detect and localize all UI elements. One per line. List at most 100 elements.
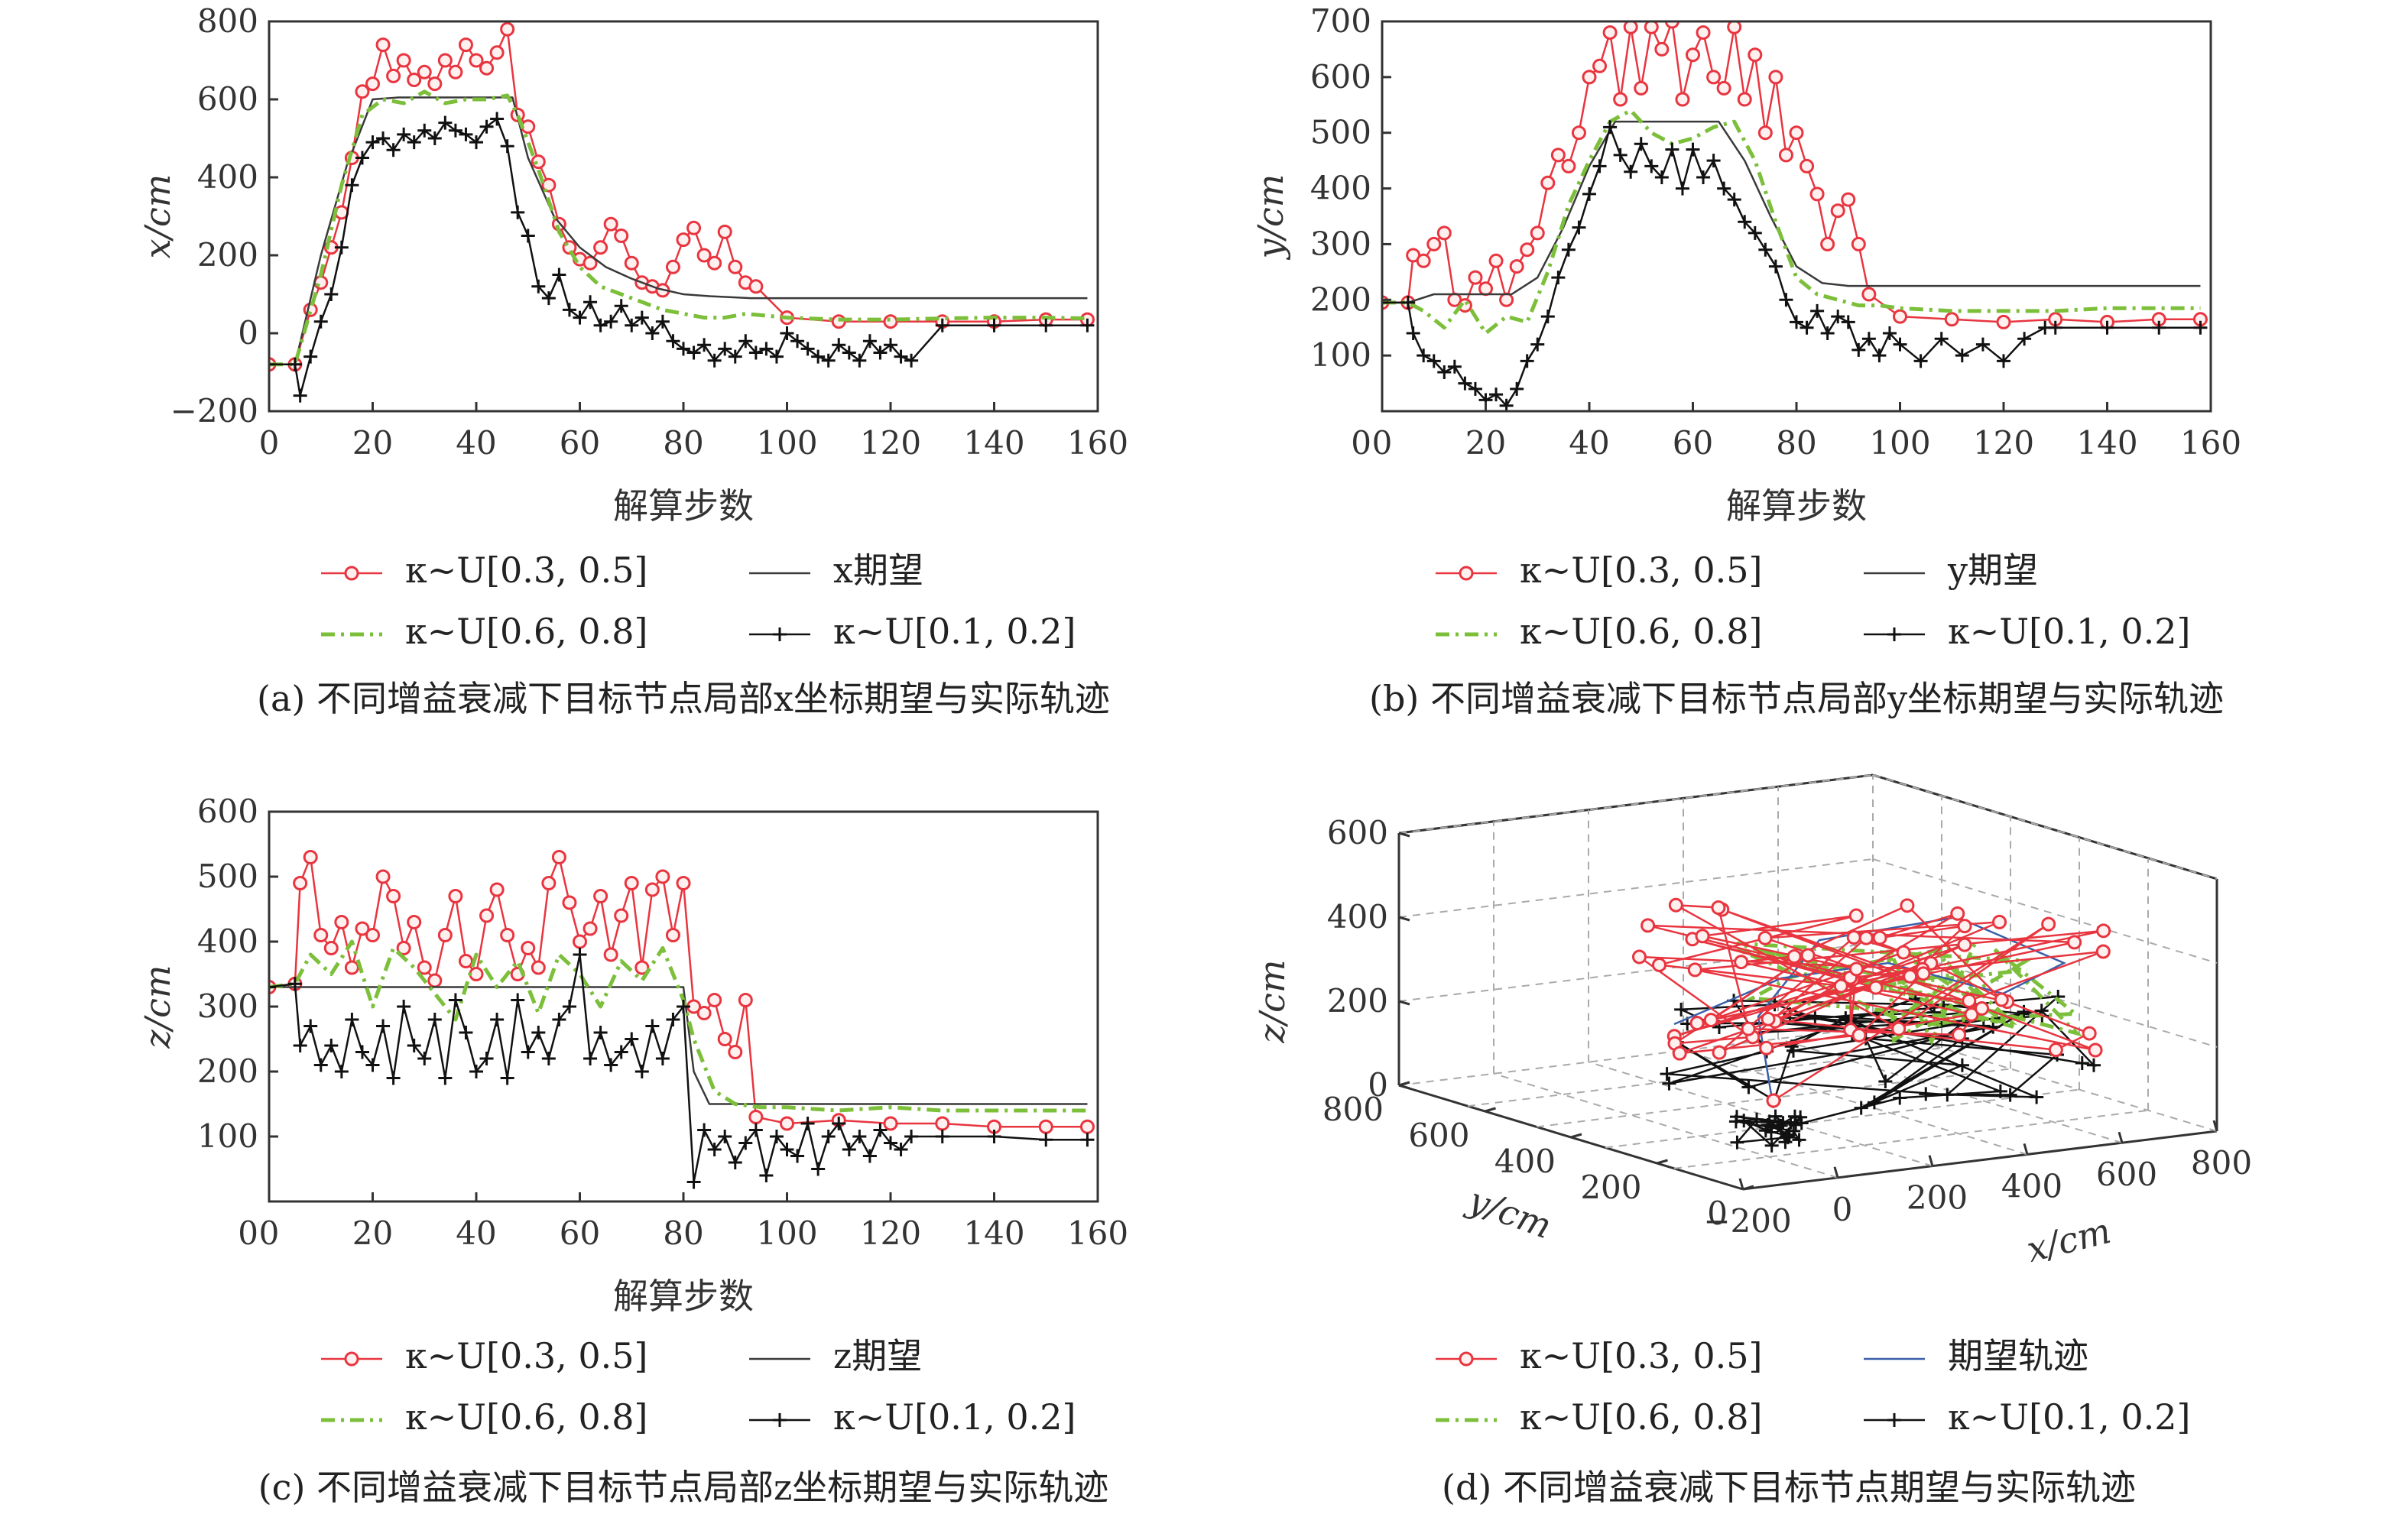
data-point (832, 1117, 846, 1130)
data-point (800, 1117, 815, 1130)
data-point (1940, 1088, 1955, 1102)
data-point (821, 1130, 836, 1143)
data-point (2100, 320, 2114, 335)
data-point (1582, 70, 1597, 85)
data-point (1727, 193, 1741, 207)
z-tick (1398, 1000, 1410, 1006)
data-point (469, 53, 484, 68)
data-point (417, 1052, 432, 1065)
data-point (1602, 25, 1618, 41)
data-point (987, 318, 1001, 332)
legend-marker (1459, 566, 1474, 581)
data-point (1079, 1119, 1095, 1134)
data-point (1950, 906, 1965, 921)
y-tick-label: 700 (1310, 2, 1371, 40)
data-point (1623, 21, 1638, 34)
data-point (345, 178, 359, 193)
data-point (2096, 923, 2111, 939)
data-point (1750, 1112, 1764, 1127)
series-3 (269, 948, 1095, 1189)
data-point (1851, 1027, 1867, 1042)
data-point (1644, 21, 1659, 34)
data-point (1831, 310, 1845, 324)
box-edge-back (1398, 1026, 1874, 1086)
data-point (541, 1052, 556, 1065)
legend-label: κ~U[0.6, 0.8] (405, 611, 648, 652)
data-point (1997, 354, 2010, 368)
grid-line (1872, 774, 2218, 880)
data-point (489, 45, 505, 60)
y-tick (1742, 1185, 1754, 1191)
data-point (2017, 1004, 2031, 1019)
data-point (1530, 225, 1545, 241)
data-point (1730, 1135, 1744, 1149)
data-point (1509, 259, 1524, 274)
data-point (1572, 220, 1586, 235)
data-point (448, 993, 462, 1007)
data-point (987, 1130, 1001, 1143)
data-point (1919, 1087, 1933, 1101)
x-tick-label: 80 (663, 424, 703, 462)
data-point (904, 353, 919, 368)
data-point (676, 232, 691, 248)
grid-line (1777, 1038, 2123, 1144)
data-point (427, 76, 443, 92)
y-tick-label: 500 (197, 858, 258, 895)
data-point (2087, 1058, 2101, 1072)
data-point (448, 123, 462, 138)
data-point (490, 112, 505, 126)
x-tick-label: 140 (2076, 424, 2137, 462)
data-point (1478, 281, 1493, 297)
x-tick (1833, 1166, 1839, 1179)
legend: κ~U[0.3, 0.5] x期望 κ~U[0.6, 0.8] κ~U[0.1, 0.… (321, 550, 1076, 652)
data-point (313, 1058, 328, 1072)
data-point (728, 259, 743, 274)
y-tick (1657, 1159, 1668, 1165)
data-point (677, 1000, 690, 1013)
data-point (1851, 342, 1866, 357)
data-point (800, 342, 815, 356)
data-point (696, 1006, 712, 1020)
data-point (1841, 315, 1855, 329)
data-point (1759, 1040, 1774, 1055)
data-point (1634, 137, 1648, 151)
data-point (655, 314, 670, 329)
data-point (1382, 295, 1389, 310)
data-point (2067, 935, 2082, 950)
y-axis-label: y/cm (1462, 1179, 1557, 1247)
z-tick-label: 600 (1327, 814, 1388, 851)
x-axis-label: 解算步数 (613, 485, 754, 527)
x-tick-label: 800 (2191, 1144, 2252, 1182)
data-point (634, 1065, 649, 1078)
data-point (1830, 203, 1845, 219)
data-point (365, 135, 380, 150)
data-point (1893, 309, 1907, 324)
x-tick-label: 0 (259, 424, 280, 462)
data-point (448, 64, 463, 79)
data-point (1737, 1114, 1751, 1128)
z-tick-label: 400 (1327, 898, 1388, 935)
data-point (748, 345, 763, 360)
data-point (1833, 978, 1848, 994)
series-2 (269, 89, 1088, 367)
data-point (334, 1065, 349, 1078)
data-point (1613, 148, 1628, 162)
x-tick-label: 60 (560, 1214, 600, 1252)
legend-label: κ~U[0.3, 0.5] (1520, 1335, 1763, 1376)
data-point (1734, 955, 1749, 970)
grid-line (1493, 1072, 1838, 1179)
data-point (583, 1052, 598, 1065)
x-tick-label: 100 (756, 1214, 817, 1252)
data-point (717, 224, 732, 239)
data-point (614, 908, 629, 923)
legend-marker (344, 566, 359, 581)
data-point (1706, 70, 1722, 85)
series-1 (269, 986, 1088, 1105)
data-point (407, 915, 422, 929)
data-point (1674, 1002, 1689, 1017)
legend-label: κ~U[0.3, 0.5] (405, 550, 648, 591)
grid-line (1872, 858, 2218, 964)
y-tick-label: 200 (197, 236, 258, 274)
